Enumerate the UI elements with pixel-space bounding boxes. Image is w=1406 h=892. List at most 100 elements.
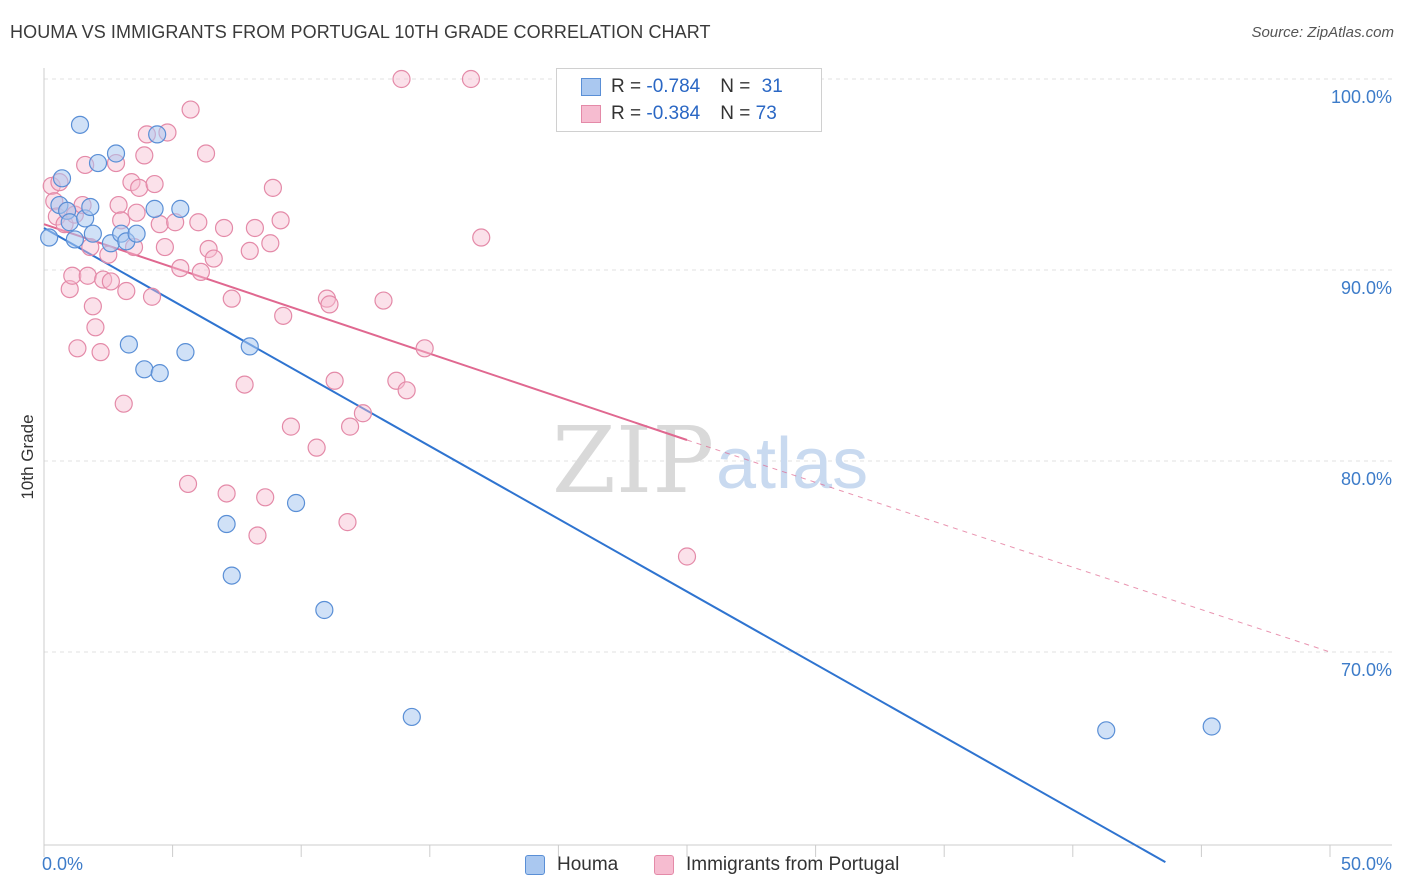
legend-r-label: R = [611, 103, 647, 124]
data-point-portugal [281, 417, 301, 436]
data-point-portugal [199, 239, 218, 259]
series-legend-portugal: Immigrants from Portugal [654, 852, 899, 878]
axes [43, 68, 1392, 857]
x-tick-label-max: 50.0% [1341, 854, 1392, 874]
data-point-portugal [101, 272, 120, 291]
chart-title: HOUMA VS IMMIGRANTS FROM PORTUGAL 10TH G… [10, 22, 711, 42]
legend-row-portugal: R = -0.384 N = 73 [581, 102, 777, 126]
data-point-houma [88, 153, 108, 173]
y-tick-label: 70.0% [1341, 660, 1392, 680]
data-point-portugal [677, 547, 697, 566]
data-point-portugal [392, 69, 411, 89]
data-point-portugal [60, 280, 79, 299]
data-point-houma [70, 115, 90, 134]
data-point-portugal [461, 69, 481, 89]
series-swatch-portugal [654, 855, 674, 875]
data-point-portugal [397, 381, 416, 400]
data-point-houma [65, 230, 84, 249]
legend-n-label: N = [720, 76, 756, 97]
data-point-houma [83, 224, 102, 243]
legend-swatch-portugal [581, 105, 601, 123]
data-point-portugal [91, 343, 110, 362]
legend-n-label: N = [720, 103, 756, 124]
data-point-portugal [217, 484, 236, 503]
data-point-houma [148, 125, 167, 144]
data-point-houma [81, 197, 100, 217]
data-point-portugal [109, 195, 128, 215]
y-tick-label: 90.0% [1341, 278, 1392, 298]
trend-line-houma [43, 227, 1166, 863]
trend-lines [43, 223, 1331, 863]
data-point-portugal [150, 215, 169, 234]
data-point-portugal [63, 266, 82, 285]
data-point-houma [402, 707, 421, 727]
legend-r-value: -0.384 [646, 103, 701, 124]
grid [44, 78, 1392, 653]
data-point-portugal [155, 237, 174, 257]
data-point-portugal [178, 474, 198, 494]
legend-n-value: 73 [755, 103, 777, 124]
data-point-houma [176, 343, 195, 362]
legend-n-value: 31 [761, 76, 783, 97]
data-point-portugal [130, 178, 149, 197]
data-point-portugal [181, 100, 200, 119]
data-point-houma [60, 213, 79, 232]
y-tick-label: 100.0% [1331, 87, 1392, 107]
data-point-houma [222, 566, 241, 585]
y-tick-label: 80.0% [1341, 469, 1392, 489]
data-point-portugal [248, 526, 267, 545]
data-point-portugal [145, 174, 164, 194]
data-point-portugal [245, 218, 265, 238]
data-point-houma [135, 360, 154, 379]
legend-row-houma: R = -0.784 N = 31 [581, 75, 783, 99]
data-point-portugal [196, 144, 216, 163]
y-axis-label: 10th Grade [18, 414, 37, 499]
series-name-portugal: Immigrants from Portugal [686, 854, 900, 875]
data-point-portugal [415, 339, 434, 358]
legend-swatch-houma [581, 78, 601, 96]
data-point-portugal [235, 375, 254, 394]
data-point-portugal [114, 394, 133, 413]
data-point-portugal [263, 178, 283, 197]
source-label: Source: ZipAtlas.com [1251, 24, 1394, 41]
data-point-portugal [256, 488, 275, 507]
data-point-portugal [340, 417, 360, 436]
trend-line-portugal-extension [686, 439, 1331, 653]
x-tick-label-min: 0.0% [42, 854, 83, 874]
watermark-atlas: atlas [716, 424, 868, 504]
data-point-portugal [83, 297, 102, 316]
data-point-houma [217, 514, 236, 534]
data-point-portugal [127, 203, 146, 222]
series-name-houma: Houma [557, 854, 619, 875]
data-point-houma [150, 364, 169, 383]
data-point-houma [1097, 721, 1116, 740]
watermark-zip: ZIP [552, 407, 714, 514]
data-point-portugal [374, 291, 393, 310]
data-point-portugal [86, 318, 105, 337]
data-point-portugal [271, 211, 290, 230]
series-swatch-houma [525, 855, 545, 875]
data-point-houma [40, 228, 59, 247]
data-point-portugal [142, 287, 162, 306]
data-point-portugal [353, 404, 373, 423]
data-point-houma [315, 600, 334, 620]
data-point-portugal [240, 241, 259, 260]
trend-line-portugal [43, 223, 688, 441]
data-point-houma [171, 199, 190, 218]
legend-r-label: R = [611, 76, 647, 97]
data-point-houma [240, 337, 259, 356]
data-point-portugal [338, 513, 357, 532]
data-point-houma [1202, 717, 1221, 736]
data-point-portugal [325, 371, 344, 390]
data-points [40, 69, 1221, 740]
watermark: ZIP atlas [552, 407, 868, 514]
data-point-houma [119, 335, 138, 354]
data-point-houma [52, 169, 72, 188]
data-point-portugal [189, 213, 208, 232]
data-point-portugal [117, 281, 136, 301]
data-point-portugal [261, 234, 280, 253]
data-point-portugal [78, 266, 97, 285]
data-point-portugal [135, 146, 154, 165]
data-point-portugal [214, 218, 234, 238]
